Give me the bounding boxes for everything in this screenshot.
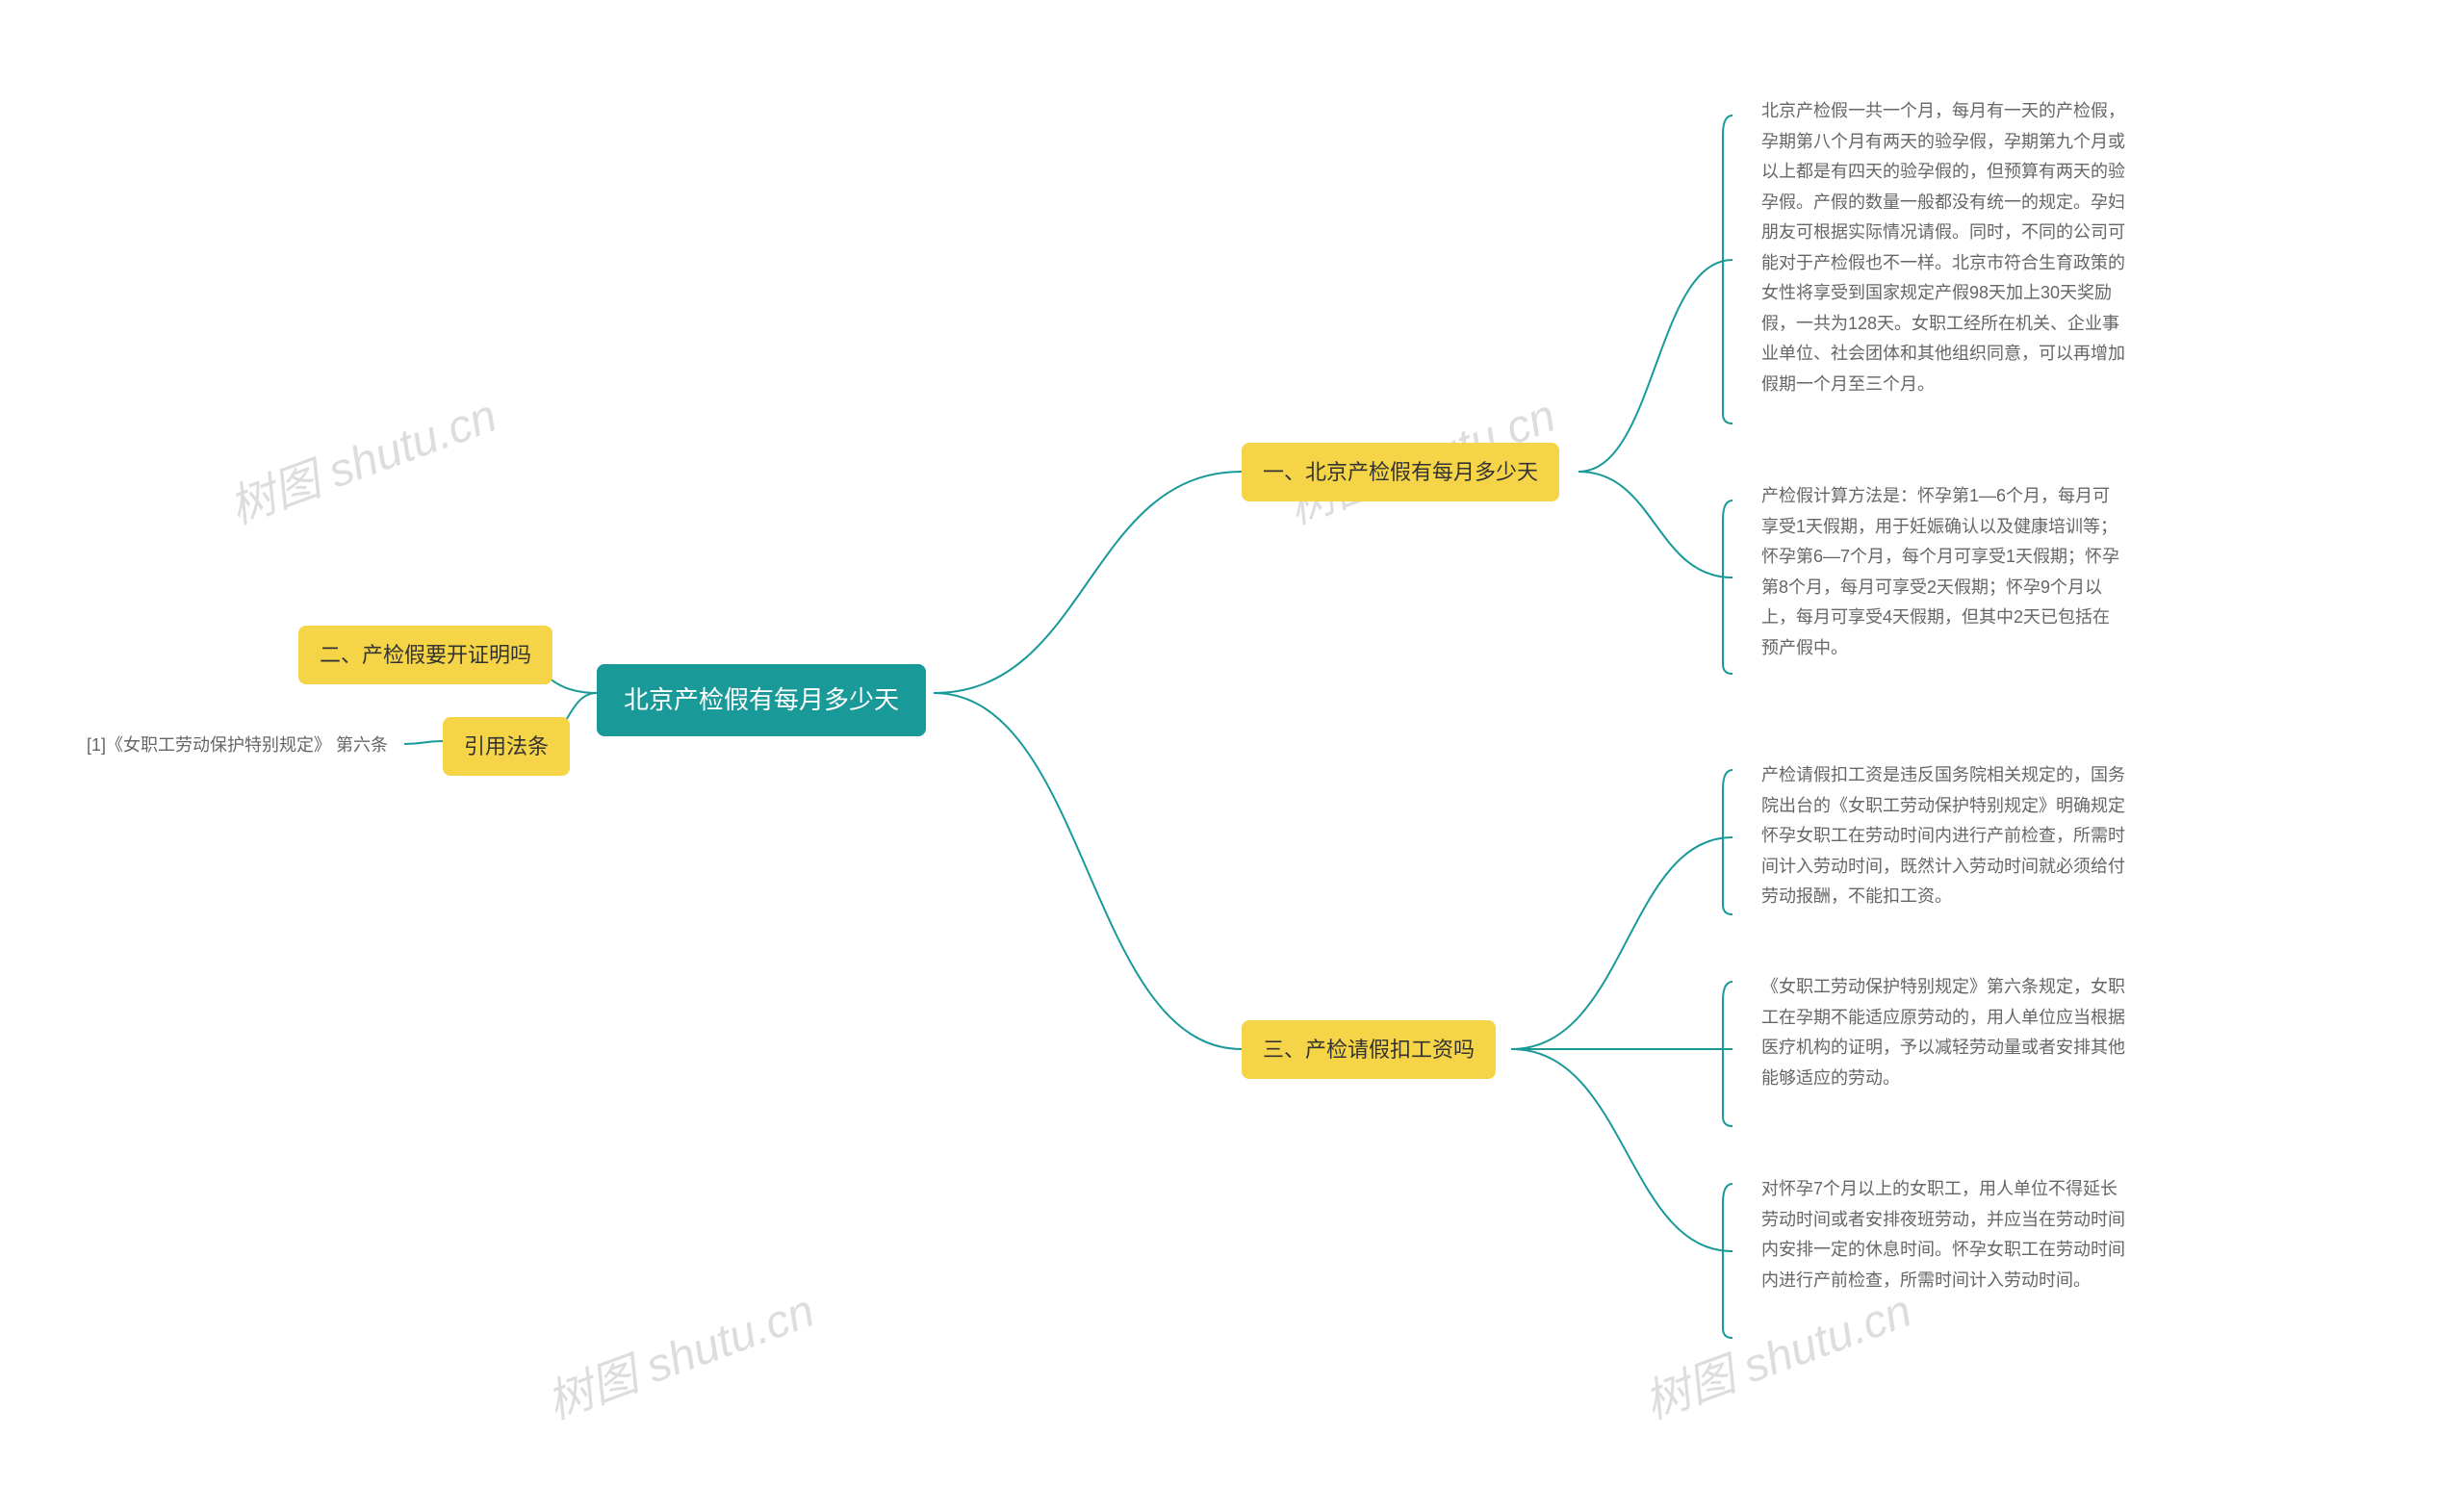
- leaf-1b: 产检假计算方法是：怀孕第1—6个月，每月可享受1天假期，用于妊娠确认以及健康培训…: [1761, 481, 2127, 663]
- branch-node-law[interactable]: 引用法条: [443, 717, 570, 776]
- watermark: 树图 shutu.cn: [536, 1272, 822, 1431]
- leaf-1a: 北京产检假一共一个月，每月有一天的产检假，孕期第八个月有两天的验孕假，孕期第九个…: [1761, 96, 2127, 399]
- branch-node-3[interactable]: 三、产检请假扣工资吗: [1242, 1020, 1496, 1079]
- watermark: 树图 shutu.cn: [218, 377, 504, 536]
- leaf-law-citation: [1]《女职工劳动保护特别规定》 第六条: [87, 731, 388, 757]
- branch-node-1[interactable]: 一、北京产检假有每月多少天: [1242, 443, 1559, 501]
- leaf-3a: 产检请假扣工资是违反国务院相关规定的，国务院出台的《女职工劳动保护特别规定》明确…: [1761, 760, 2127, 912]
- branch-node-2[interactable]: 二、产检假要开证明吗: [298, 626, 552, 684]
- leaf-3b: 《女职工劳动保护特别规定》第六条规定，女职工在孕期不能适应原劳动的，用人单位应当…: [1761, 972, 2127, 1093]
- leaf-3c: 对怀孕7个月以上的女职工，用人单位不得延长劳动时间或者安排夜班劳动，并应当在劳动…: [1761, 1174, 2127, 1296]
- root-node[interactable]: 北京产检假有每月多少天: [597, 664, 926, 736]
- watermark: 树图 shutu.cn: [1633, 1272, 1919, 1431]
